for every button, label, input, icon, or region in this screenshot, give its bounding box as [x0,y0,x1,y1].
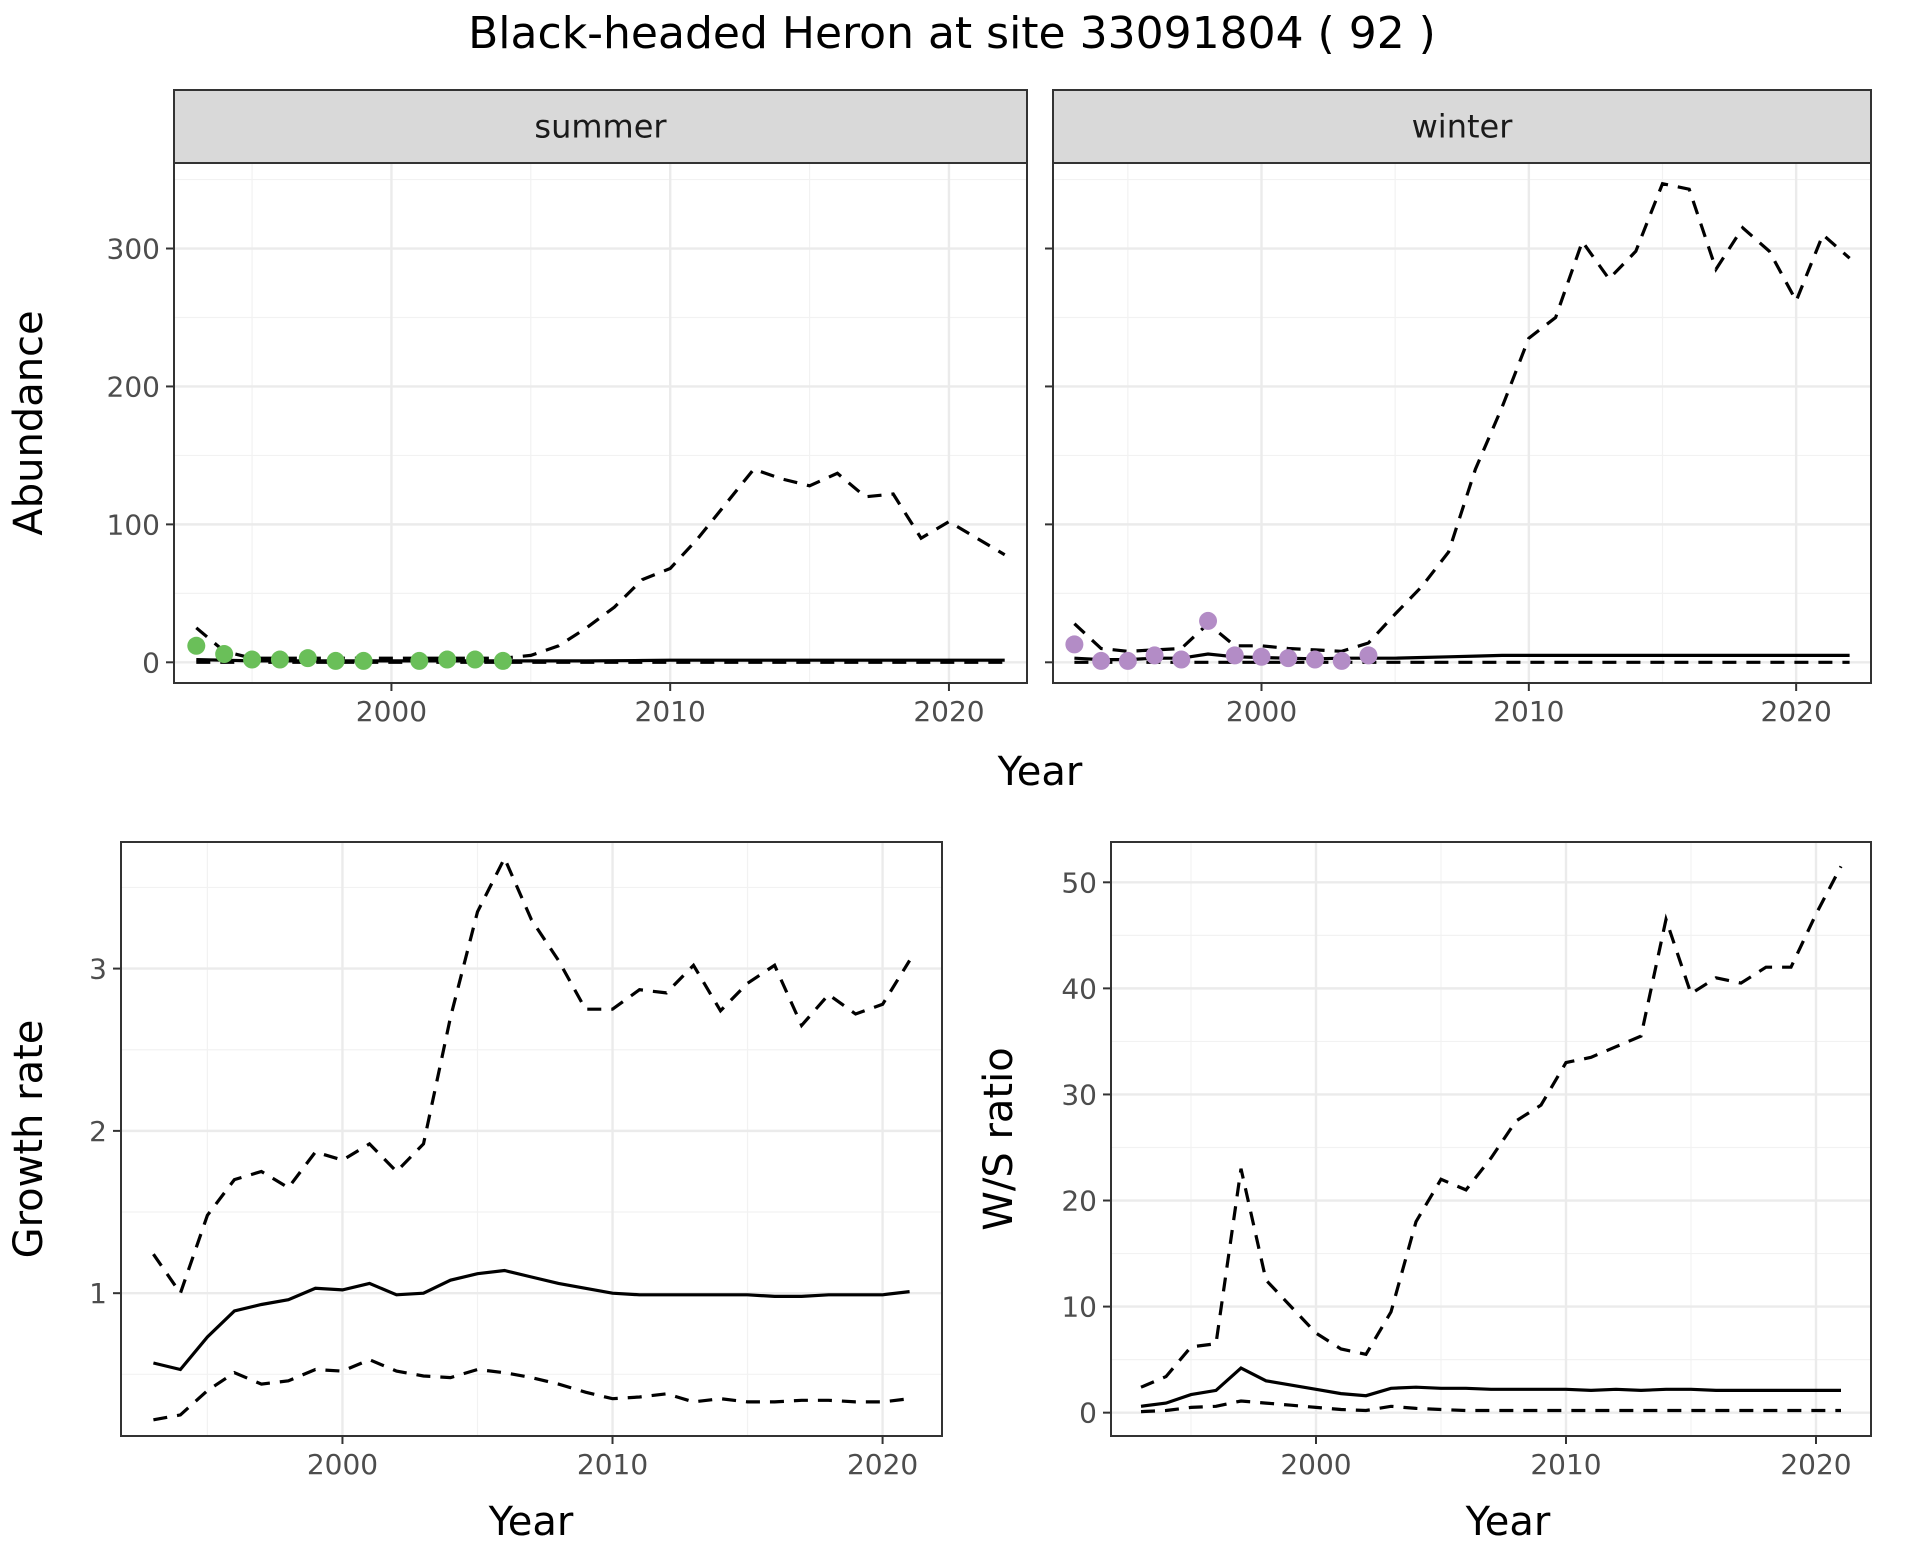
x-tick-label: 2020 [1780,1448,1851,1481]
figure-title: Black-headed Heron at site 33091804 ( 92… [468,8,1436,59]
upper-ci-line [152,854,911,1297]
panel-winter: winter 2000 2010 2020 [1045,89,1872,728]
panel-border [120,841,943,1437]
panel-border [1110,841,1872,1437]
y-axis-title: Abundance [6,310,52,535]
x-tick-label: 2010 [1530,1448,1601,1481]
y-tick-label: 0 [142,646,160,679]
observed-point [215,645,234,664]
x-tick-label: 2000 [1280,1448,1351,1481]
panel-background [1110,841,1872,1437]
observed-point [1225,646,1244,665]
observed-point [1092,651,1111,670]
x-tick-label: 2020 [913,695,984,728]
observed-point [298,649,317,668]
mean-line [1074,652,1850,662]
y-tick-label: 300 [107,233,160,266]
lower-ci-line [1140,1399,1841,1414]
y-tick-label: 100 [107,508,160,541]
observed-point [438,650,457,669]
observed-point [326,651,345,670]
y-axis-title: W/S ratio [976,1047,1022,1230]
observed-point [1172,650,1191,669]
y-tick-label: 40 [1061,972,1097,1005]
mean-line [1140,1366,1841,1408]
observed-point [1065,635,1084,654]
observed-point [1305,650,1324,669]
x-tick-label: 2010 [577,1448,648,1481]
observed-point [1145,646,1164,665]
observed-point [1332,651,1351,670]
facet-strip-label: summer [534,108,667,146]
x-tick-label: 2020 [1761,695,1832,728]
abundance-x-axis-title: Year [997,749,1083,795]
x-axis-title: Year [488,1499,574,1545]
upper-ci-line [1140,865,1843,1389]
observed-point [1279,649,1298,668]
y-tick-label: 20 [1061,1185,1097,1218]
observed-point [1118,651,1137,670]
y-tick-label: 50 [1061,866,1097,899]
panel-growth: 2000 2010 2020 1 2 3 Year Growth rate [6,841,943,1545]
y-tick-label: 200 [107,370,160,403]
x-tick-label: 2020 [847,1448,918,1481]
observed-point [493,651,512,670]
lower-ci-line [153,1357,910,1422]
observed-point [466,650,485,669]
observed-point [270,650,289,669]
x-tick-label: 2000 [307,1448,378,1481]
x-tick-label: 2010 [1493,695,1564,728]
panel-ws_ratio: 2000 2010 2020 0 10 20 30 40 50 Year W/S ratio [976,841,1872,1545]
x-tick-label: 2000 [1226,695,1297,728]
observed-point [354,651,373,670]
observed-point [1252,647,1271,666]
panel-background [173,162,1028,684]
y-tick-label: 30 [1061,1078,1097,1111]
panel-background [1052,162,1872,684]
y-axis-title: Growth rate [6,1020,52,1259]
facet-strip [173,89,1028,164]
x-tick-label: 2010 [635,695,706,728]
observed-point [243,650,262,669]
panel-summer: summer 2000 2010 2020 0 100 200 300 Abundance [6,89,1028,728]
observed-point [1199,611,1218,630]
observed-point [410,651,429,670]
y-tick-label: 10 [1061,1291,1097,1324]
x-tick-label: 2000 [356,695,427,728]
facet-strip [1052,89,1872,164]
panel-background [120,841,943,1437]
y-tick-label: 3 [89,953,107,986]
mean-line [153,1268,910,1372]
observed-point [1359,646,1378,665]
y-tick-label: 2 [89,1115,107,1148]
facet-strip-label: winter [1412,108,1514,146]
y-tick-label: 0 [1079,1397,1097,1430]
y-tick-label: 1 [89,1277,107,1310]
observed-point [187,636,206,655]
x-axis-title: Year [1465,1499,1551,1545]
